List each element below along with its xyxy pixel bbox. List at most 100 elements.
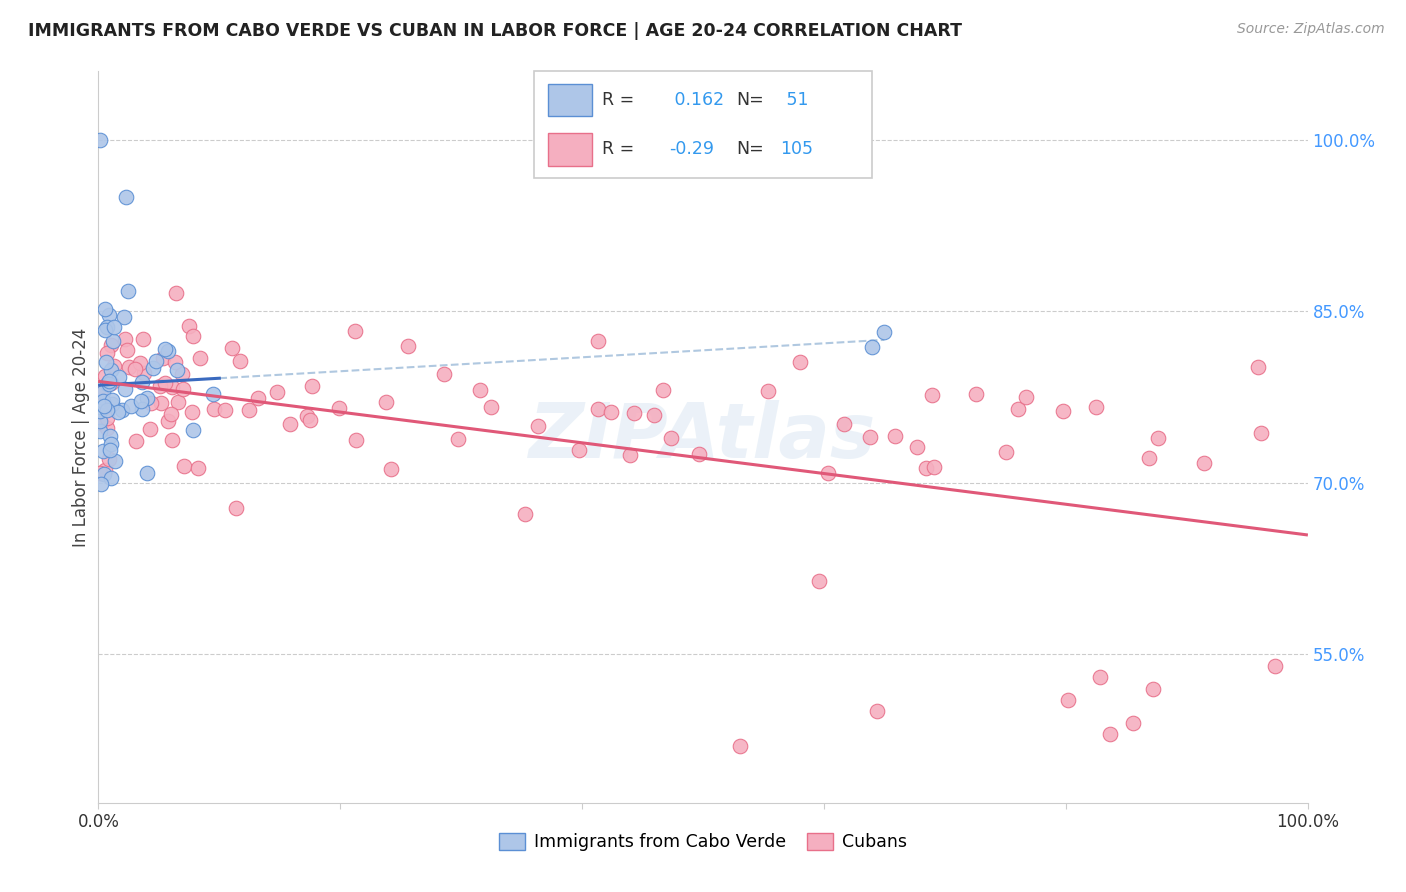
Point — [132, 332, 155, 346]
Point — [129, 394, 152, 409]
Point — [132, 366, 155, 380]
Point — [375, 394, 398, 409]
Point — [131, 402, 153, 417]
Point — [915, 460, 938, 475]
Text: R =: R = — [602, 91, 634, 109]
Point — [1142, 681, 1164, 696]
Point — [328, 401, 350, 416]
Point — [107, 405, 129, 419]
Point — [204, 401, 226, 416]
Point — [136, 391, 159, 405]
Point — [883, 429, 905, 443]
Point — [187, 461, 209, 475]
Point — [177, 319, 200, 334]
Point — [860, 340, 883, 354]
Point — [89, 404, 111, 418]
Point — [301, 379, 323, 393]
Point — [588, 402, 610, 417]
Point — [89, 466, 111, 480]
Point — [396, 339, 419, 353]
Point — [165, 286, 187, 301]
Point — [165, 355, 187, 369]
Point — [1098, 727, 1121, 741]
Point — [173, 459, 195, 474]
Point — [1122, 715, 1144, 730]
Point — [128, 356, 150, 370]
Point — [100, 376, 122, 390]
Point — [730, 739, 752, 753]
Point — [96, 346, 118, 360]
Point — [101, 392, 124, 407]
Text: Source: ZipAtlas.com: Source: ZipAtlas.com — [1237, 22, 1385, 37]
Point — [1192, 456, 1215, 470]
Point — [100, 471, 122, 485]
Text: 105: 105 — [780, 141, 814, 159]
Point — [652, 383, 675, 397]
Point — [96, 411, 118, 425]
Text: IMMIGRANTS FROM CABO VERDE VS CUBAN IN LABOR FORCE | AGE 20-24 CORRELATION CHART: IMMIGRANTS FROM CABO VERDE VS CUBAN IN L… — [28, 22, 962, 40]
FancyBboxPatch shape — [548, 134, 592, 166]
Point — [89, 414, 111, 428]
Point — [114, 382, 136, 396]
Point — [104, 454, 127, 468]
Point — [1264, 658, 1286, 673]
Point — [101, 334, 124, 348]
Point — [295, 409, 318, 423]
Text: R =: R = — [602, 141, 634, 159]
Point — [96, 402, 118, 417]
Point — [789, 355, 811, 369]
Point — [965, 387, 987, 401]
Point — [89, 424, 111, 438]
Legend: Immigrants from Cabo Verde, Cubans: Immigrants from Cabo Verde, Cubans — [491, 824, 915, 860]
Point — [995, 445, 1018, 459]
FancyBboxPatch shape — [534, 71, 872, 178]
Point — [599, 405, 621, 419]
Point — [101, 396, 124, 410]
Text: N=: N= — [737, 141, 765, 159]
Point — [921, 388, 943, 402]
Point — [94, 463, 117, 477]
Point — [114, 332, 136, 346]
Text: 51: 51 — [780, 91, 808, 109]
Point — [117, 284, 139, 298]
Point — [447, 432, 470, 446]
Point — [659, 431, 682, 445]
Point — [93, 467, 115, 482]
Point — [156, 414, 179, 428]
Point — [94, 323, 117, 337]
Point — [181, 405, 204, 419]
Point — [623, 406, 645, 420]
Point — [115, 343, 138, 357]
Point — [1015, 390, 1038, 404]
Point — [832, 417, 855, 431]
Point — [139, 422, 162, 436]
Point — [156, 344, 179, 359]
Point — [108, 370, 131, 384]
Point — [433, 368, 456, 382]
Point — [873, 325, 896, 339]
Point — [98, 374, 121, 388]
Point — [89, 385, 111, 400]
Point — [214, 402, 236, 417]
Point — [166, 363, 188, 377]
Point — [221, 341, 243, 355]
Point — [120, 400, 142, 414]
Point — [117, 359, 139, 374]
Point — [513, 508, 536, 522]
Point — [124, 361, 146, 376]
Point — [619, 448, 641, 462]
Text: N=: N= — [737, 91, 765, 109]
Point — [135, 467, 157, 481]
Point — [93, 399, 115, 413]
Point — [93, 301, 115, 316]
Point — [170, 367, 193, 381]
Point — [100, 436, 122, 450]
Point — [246, 391, 269, 405]
Point — [1137, 450, 1160, 465]
Point — [527, 418, 550, 433]
Point — [188, 351, 211, 365]
Point — [1057, 693, 1080, 707]
Point — [98, 429, 121, 443]
Point — [229, 354, 252, 368]
Point — [202, 387, 225, 401]
